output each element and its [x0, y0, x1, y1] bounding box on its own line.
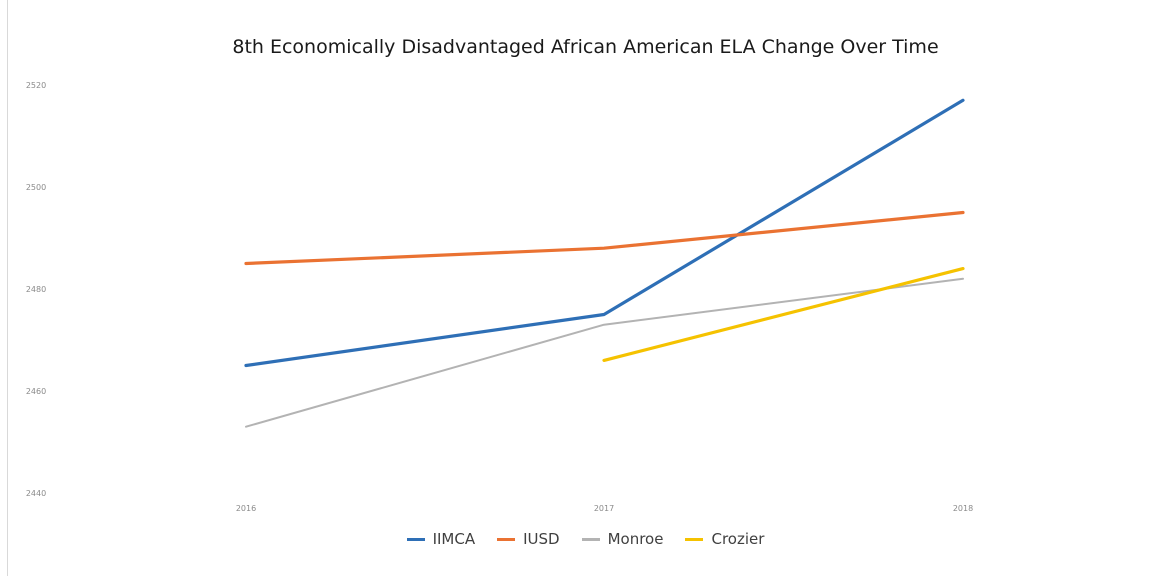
legend-swatch — [406, 537, 425, 541]
series-line-crozier — [602, 267, 965, 362]
legend-swatch — [685, 537, 704, 541]
y-tick-label: 2440 — [26, 489, 46, 498]
legend-item-iusd: IUSD — [497, 530, 560, 548]
x-tick-label: 2018 — [953, 504, 973, 513]
series-line-iimca — [244, 98, 965, 368]
series-line-monroe — [245, 277, 964, 428]
y-tick-label: 2500 — [26, 183, 46, 192]
legend-swatch — [497, 537, 516, 541]
legend-item-monroe: Monroe — [581, 530, 664, 548]
legend-label: IIMCA — [432, 530, 476, 548]
legend-item-crozier: Crozier — [685, 530, 764, 548]
series-line-iusd — [244, 210, 965, 266]
left-edge-line — [7, 0, 8, 576]
y-tick-label: 2480 — [26, 285, 46, 294]
legend-label: IUSD — [523, 530, 560, 548]
chart-legend: IIMCA IUSD Monroe Crozier — [0, 530, 1171, 548]
x-tick-label: 2017 — [594, 504, 614, 513]
y-tick-label: 2520 — [26, 81, 46, 90]
chart-title: 8th Economically Disadvantaged African A… — [232, 36, 939, 58]
y-tick-label: 2460 — [26, 387, 46, 396]
legend-swatch — [581, 537, 600, 541]
x-tick-label: 2016 — [236, 504, 256, 513]
legend-label: Crozier — [711, 530, 765, 548]
legend-label: Monroe — [607, 530, 664, 548]
legend-item-iimca: IIMCA — [406, 530, 476, 548]
